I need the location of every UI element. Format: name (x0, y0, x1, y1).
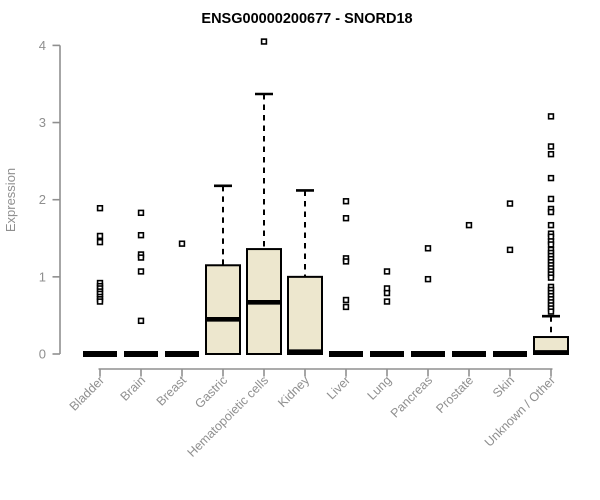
outlier-point (547, 221, 555, 229)
x-tick-label: Liver (324, 373, 353, 402)
outlier-point (547, 195, 555, 203)
collapsed-box (370, 351, 404, 357)
collapsed-box (83, 351, 117, 357)
x-tick-label: Bladder (67, 373, 107, 413)
outlier-point (342, 215, 350, 222)
collapsed-box (165, 351, 199, 357)
box (287, 275, 323, 356)
outlier-point (547, 241, 555, 248)
collapsed-box (493, 351, 527, 357)
x-tick-label: Kidney (275, 373, 312, 410)
outlier-point (96, 232, 104, 240)
y-tick-label: 0 (39, 347, 46, 362)
box (205, 264, 241, 355)
x-tick-label: Skin (490, 373, 517, 400)
outlier-point (342, 303, 350, 311)
outlier-point (96, 204, 104, 212)
collapsed-box (411, 351, 445, 357)
outlier-point (383, 268, 391, 275)
x-tick-label: Hematopoietic cells (185, 373, 272, 460)
outlier-point (137, 209, 145, 217)
x-tick-label: Unknown / Other (482, 373, 558, 449)
outlier-point (506, 246, 514, 254)
x-tick-label: Prostate (433, 373, 476, 416)
outlier-point (506, 200, 514, 207)
outlier-point (424, 275, 432, 283)
outlier-point (96, 298, 104, 305)
outlier-point (342, 258, 350, 265)
collapsed-box (452, 351, 486, 357)
chart-title: ENSG00000200677 - SNORD18 (201, 11, 412, 27)
outlier-point (260, 38, 268, 45)
outlier-point (383, 298, 391, 305)
x-tick-label: Breast (154, 373, 190, 409)
collapsed-box (329, 351, 363, 357)
outlier-point (137, 231, 145, 239)
x-tick-label: Pancreas (388, 373, 435, 420)
outlier-point (383, 289, 391, 297)
outlier-point (547, 308, 555, 315)
outlier-point (547, 150, 555, 158)
outlier-point (342, 198, 350, 205)
y-tick-label: 3 (39, 115, 46, 130)
outlier-point (137, 317, 145, 325)
x-tick-label: Brain (118, 373, 149, 404)
y-tick-label: 4 (39, 38, 46, 53)
x-tick-label: Lung (365, 373, 395, 403)
outlier-point (342, 296, 350, 304)
outlier-point (547, 143, 555, 150)
outlier-point (178, 240, 186, 247)
outlier-point (424, 245, 432, 252)
plot-area: 0 1 2 3 4 Bladder Brain Breast GastricHematopoie… (39, 38, 569, 460)
outlier-point (547, 113, 555, 120)
outlier-point (547, 174, 555, 182)
y-axis-label: Expression (3, 168, 18, 232)
x-tick-label: Gastric (192, 373, 230, 411)
y-tick-label: 1 (39, 269, 46, 284)
outlier-point (137, 268, 145, 275)
y-tick-label: 2 (39, 192, 46, 207)
collapsed-box (124, 351, 158, 357)
outlier-point (465, 221, 473, 229)
outlier-point (137, 254, 145, 261)
outlier-point (547, 208, 555, 216)
outlier-point (547, 274, 555, 281)
outlier-point (96, 238, 104, 246)
